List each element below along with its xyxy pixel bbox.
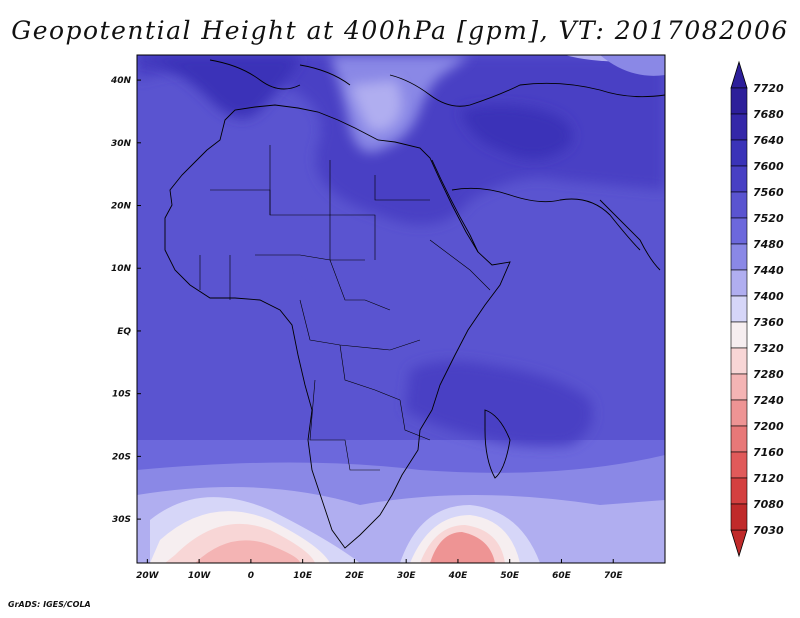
colorbar-level-label: 7030 xyxy=(753,524,784,537)
latitude-axis: 40N 30N 20N 10N EQ 10S 20S 30S xyxy=(110,76,141,525)
colorbar-level-label: 7440 xyxy=(753,264,784,277)
latitude-tick-label: 10S xyxy=(112,390,131,400)
colorbar-level-label: 7560 xyxy=(753,186,784,199)
colorbar: 7720 7680 7640 7600 7560 7520 7480 7440 7400 7360… xyxy=(730,60,784,558)
colorbar-level-label: 7200 xyxy=(753,420,784,433)
colorbar-top-arrow xyxy=(730,60,748,89)
colorbar-level-label: 7720 xyxy=(753,82,784,95)
colorbar-swatch xyxy=(730,191,748,219)
colorbar-swatch xyxy=(730,113,748,141)
colorbar-swatch xyxy=(730,399,748,427)
latitude-tick-label: 20N xyxy=(111,202,132,212)
latitude-tick-label: 10N xyxy=(111,264,132,274)
colorbar-swatch xyxy=(730,503,748,531)
colorbar-swatch xyxy=(730,373,748,401)
colorbar-level-label: 7520 xyxy=(753,212,784,225)
colorbar-swatch xyxy=(730,87,748,115)
latitude-tick-label: 20S xyxy=(112,452,131,462)
colorbar-swatch xyxy=(730,243,748,271)
colorbar-swatch xyxy=(730,451,748,479)
longitude-tick-label: 50E xyxy=(500,571,520,581)
map-title: Geopotential Height at 400hPa [gpm], VT:… xyxy=(11,16,789,45)
colorbar-level-label: 7480 xyxy=(753,238,784,251)
colorbar-level-label: 7160 xyxy=(753,446,784,459)
colorbar-swatch xyxy=(730,295,748,323)
colorbar-level-label: 7240 xyxy=(753,394,784,407)
latitude-tick-label: 40N xyxy=(110,76,132,86)
colorbar-swatch xyxy=(730,139,748,167)
longitude-tick-label: 10E xyxy=(293,571,313,581)
colorbar-swatch xyxy=(730,217,748,245)
colorbar-level-label: 7640 xyxy=(753,134,784,147)
colorbar-level-label: 7120 xyxy=(753,472,784,485)
colorbar-swatch xyxy=(730,425,748,453)
colorbar-level-label: 7400 xyxy=(753,290,784,303)
longitude-tick-label: 60E xyxy=(552,571,572,581)
latitude-tick-label: 30S xyxy=(112,515,131,525)
longitude-axis: 20W 10W 0 10E 20E 30E 40E 50E 60E 70E xyxy=(136,559,623,581)
coastlines xyxy=(164,59,665,549)
colorbar-level-label: 7320 xyxy=(753,342,784,355)
latitude-tick-label: EQ xyxy=(117,327,131,337)
colorbar-level-label: 7360 xyxy=(753,316,784,329)
longitude-tick-label: 30E xyxy=(397,571,417,581)
colorbar-level-label: 7280 xyxy=(753,368,784,381)
longitude-tick-label: 20E xyxy=(345,571,365,581)
longitude-tick-label: 20W xyxy=(136,571,160,581)
colorbar-level-label: 7600 xyxy=(753,160,784,173)
latitude-tick-label: 30N xyxy=(111,139,132,149)
colorbar-level-label: 7680 xyxy=(753,108,784,121)
colorbar-swatch xyxy=(730,347,748,375)
longitude-tick-label: 10W xyxy=(188,571,212,581)
colorbar-swatch xyxy=(730,321,748,349)
colorbar-swatch xyxy=(730,477,748,505)
colorbar-swatch xyxy=(730,165,748,193)
grads-credit: GrADS: IGES/COLA xyxy=(8,600,91,609)
longitude-tick-label: 70E xyxy=(604,571,624,581)
colorbar-swatch xyxy=(730,269,748,297)
longitude-tick-label: 40E xyxy=(448,571,469,581)
height-field xyxy=(137,55,665,563)
colorbar-bottom-arrow xyxy=(730,529,748,558)
longitude-tick-label: 0 xyxy=(248,571,254,581)
plot-frame xyxy=(136,54,666,564)
colorbar-level-label: 7080 xyxy=(753,498,784,511)
country-borders xyxy=(199,145,491,471)
